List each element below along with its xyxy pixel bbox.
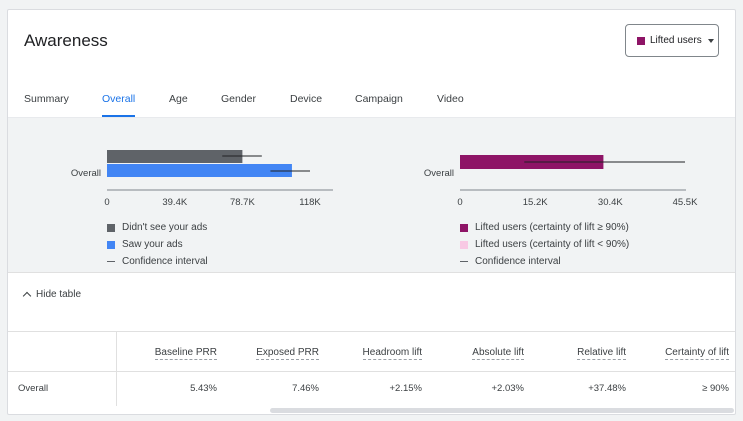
col-header-baseline-prr[interactable]: Baseline PRR [154, 347, 217, 360]
tab-bar: Summary Overall Age Gender Device Campai… [8, 93, 735, 117]
charts-svg: Overall 0 39.4K 78.7K 118K Overall 0 15.… [71, 150, 698, 208]
cell-baseline-prr: 5.43% [190, 383, 217, 394]
legend-label: Lifted users (certainty of lift < 90%) [475, 239, 630, 250]
metric-dropdown-label: Lifted users [650, 35, 702, 46]
legend-line [107, 261, 115, 262]
chevron-down-icon [707, 38, 714, 43]
tab-age[interactable]: Age [169, 93, 188, 105]
legend-item: Lifted users (certainty of lift ≥ 90%) [460, 219, 629, 236]
x-tick-label: 0 [457, 197, 462, 208]
legend-swatch [460, 240, 468, 249]
legend-item: Lifted users (certainty of lift < 90%) [460, 236, 629, 253]
cell-exposed-prr: 7.46% [292, 383, 319, 394]
legend-label: Lifted users (certainty of lift ≥ 90%) [475, 222, 629, 233]
cell-relative-lift: +37.48% [588, 383, 626, 394]
metric-dropdown[interactable]: Lifted users [625, 24, 719, 57]
col-header-exposed-prr[interactable]: Exposed PRR [256, 347, 319, 360]
legend-line [460, 261, 468, 262]
tab-device[interactable]: Device [290, 93, 323, 105]
legend-item: Didn't see your ads [107, 219, 208, 236]
report-card: Awareness Lifted users Summary Overall A… [7, 9, 736, 415]
chevron-up-icon [22, 291, 32, 301]
x-tick-label: 39.4K [162, 197, 187, 208]
results-table [8, 331, 735, 406]
col-header-absolute-lift[interactable]: Absolute lift [472, 347, 524, 360]
x-tick-label: 30.4K [598, 197, 623, 208]
bar-seen [107, 164, 292, 177]
chart-reach: Overall 0 39.4K 78.7K 118K [71, 150, 333, 208]
col-header-relative-lift[interactable]: Relative lift [577, 347, 626, 360]
legend-lift: Lifted users (certainty of lift ≥ 90%) L… [460, 219, 629, 270]
col-header-headroom-lift[interactable]: Headroom lift [362, 347, 422, 360]
legend-item: Saw your ads [107, 236, 208, 253]
cell-absolute-lift: +2.03% [491, 383, 525, 394]
legend-swatch [107, 240, 115, 249]
legend-item: Confidence interval [460, 253, 629, 270]
legend-swatch [107, 223, 115, 232]
x-tick-label: 118K [299, 197, 321, 208]
legend-reach: Didn't see your ads Saw your ads Confide… [107, 219, 208, 270]
legend-label: Didn't see your ads [122, 222, 208, 233]
x-tick-label: 0 [104, 197, 109, 208]
tab-campaign[interactable]: Campaign [355, 93, 403, 105]
chart-panel: Overall 0 39.4K 78.7K 118K Overall 0 15.… [8, 117, 735, 273]
category-label: Overall [71, 168, 101, 179]
row-label: Overall [18, 383, 49, 394]
x-tick-label: 45.5K [673, 197, 698, 208]
metric-color-swatch [637, 36, 645, 45]
legend-label: Confidence interval [475, 256, 561, 267]
tab-gender[interactable]: Gender [221, 93, 257, 105]
bar-not-seen [107, 150, 243, 163]
horizontal-scrollbar[interactable] [270, 408, 734, 413]
hide-table-toggle[interactable]: Hide table [22, 289, 82, 301]
tab-summary[interactable]: Summary [24, 93, 69, 105]
cell-headroom-lift: +2.15% [389, 383, 423, 394]
x-tick-label: 78.7K [230, 197, 255, 208]
col-header-certainty[interactable]: Certainty of lift [665, 347, 729, 360]
x-tick-label: 15.2K [523, 197, 548, 208]
table-header [8, 332, 735, 372]
legend-label: Saw your ads [122, 239, 183, 250]
legend-item: Confidence interval [107, 253, 208, 270]
cell-certainty: ≥ 90% [702, 383, 729, 394]
tab-overall[interactable]: Overall [102, 93, 136, 117]
page-title: Awareness [24, 31, 108, 50]
chart-lift: Overall 0 15.2K 30.4K 45.5K [424, 155, 698, 208]
column-divider [116, 332, 117, 406]
hide-table-label: Hide table [36, 289, 82, 300]
legend-label: Confidence interval [122, 256, 208, 267]
tab-video[interactable]: Video [437, 93, 464, 105]
legend-swatch [460, 223, 468, 232]
category-label: Overall [424, 168, 454, 179]
